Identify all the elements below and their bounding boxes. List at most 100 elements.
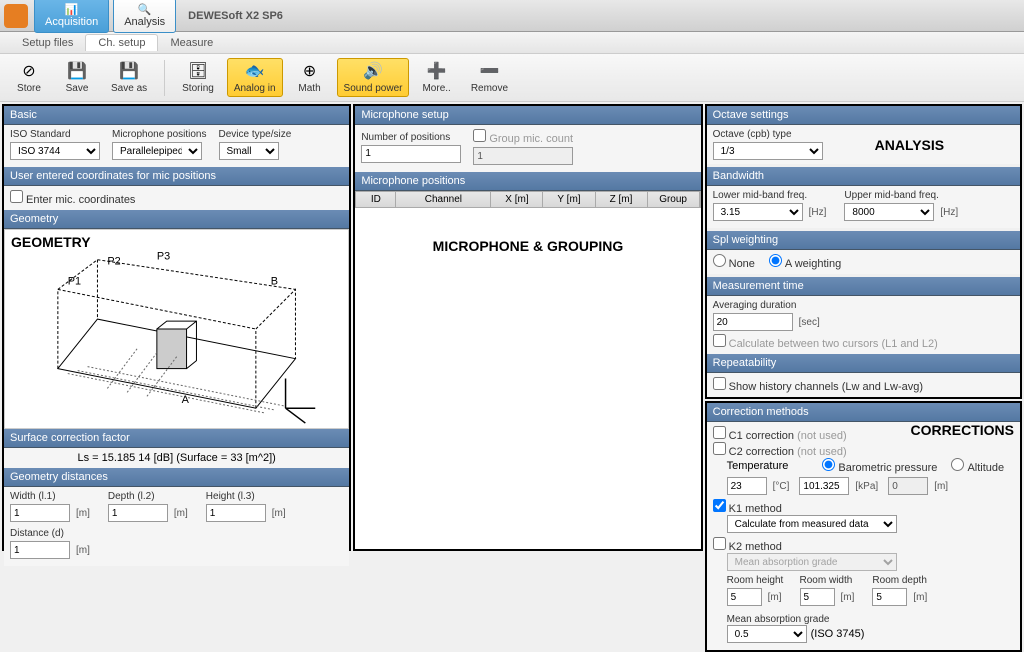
distances-header: Geometry distances xyxy=(4,468,349,487)
avg-input[interactable] xyxy=(713,313,793,331)
analysis-panel: Octave settings Octave (cpb) type1/3 ANA… xyxy=(705,104,1022,399)
geometry-diagram: GEOMETRY P1 P2 P3 xyxy=(4,229,349,429)
k2-select: Mean absorption grade xyxy=(727,553,897,571)
svg-text:A: A xyxy=(182,394,190,406)
store-icon: ⊘ xyxy=(17,61,41,81)
corrections-panel: Correction methods CORRECTIONS C1 correc… xyxy=(705,401,1022,652)
analysis-icon: 🔍 xyxy=(138,3,152,16)
upper-select[interactable]: 8000 xyxy=(844,203,934,221)
remove-icon: ➖ xyxy=(477,61,501,81)
room-height-input[interactable] xyxy=(727,588,762,606)
geometry-svg: P1 P2 P3 B A xyxy=(5,230,348,428)
octave-select[interactable]: 1/3 xyxy=(713,142,823,160)
spl-a-radio[interactable] xyxy=(769,254,782,267)
acquisition-tab[interactable]: 📊 Acquisition xyxy=(34,0,109,33)
baro-input[interactable] xyxy=(799,477,849,495)
more-icon: ➕ xyxy=(425,61,449,81)
svg-text:P2: P2 xyxy=(107,256,120,268)
surface-formula: Ls = 15.185 14 [dB] (Surface = 33 [m^2]) xyxy=(77,452,275,464)
svg-text:P3: P3 xyxy=(157,251,170,263)
geometry-overlay: GEOMETRY xyxy=(11,234,91,250)
corrections-header: Correction methods xyxy=(707,403,1020,422)
showhistory-checkbox[interactable] xyxy=(713,377,726,390)
depth-input[interactable] xyxy=(108,504,168,522)
device-label: Device type/size xyxy=(219,129,292,140)
iso-label: ISO Standard xyxy=(10,129,100,140)
svg-text:P1: P1 xyxy=(68,275,81,287)
acquisition-label: Acquisition xyxy=(45,16,98,28)
corrections-overlay: CORRECTIONS xyxy=(911,422,1014,438)
toolbar: ⊘Store 💾Save 💾Save as 🗄Storing 🐟Analog i… xyxy=(0,54,1024,102)
left-panel: Basic ISO Standard ISO 3744 Microphone p… xyxy=(2,104,351,551)
alt-radio[interactable] xyxy=(951,458,964,471)
k1-checkbox[interactable] xyxy=(713,499,726,512)
math-button[interactable]: ⊕Math xyxy=(289,58,331,97)
k1-select[interactable]: Calculate from measured data xyxy=(727,515,897,533)
spl-none-radio[interactable] xyxy=(713,254,726,267)
storing-button[interactable]: 🗄Storing xyxy=(175,58,221,97)
lower-select[interactable]: 3.15 xyxy=(713,203,803,221)
spl-header: Spl weighting xyxy=(707,231,1020,250)
room-width-input[interactable] xyxy=(800,588,835,606)
meastime-header: Measurement time xyxy=(707,277,1020,296)
distance-input[interactable] xyxy=(10,541,70,559)
micpos-select[interactable]: Parallelepiped xyxy=(112,142,202,160)
analysis-overlay: ANALYSIS xyxy=(875,137,945,153)
groupmic-input xyxy=(473,147,573,165)
repeat-header: Repeatability xyxy=(707,354,1020,373)
more-button[interactable]: ➕More.. xyxy=(415,58,457,97)
app-logo xyxy=(4,4,28,28)
store-button[interactable]: ⊘Store xyxy=(8,58,50,97)
coords-checkbox-label[interactable]: Enter mic. coordinates xyxy=(10,195,135,206)
room-depth-input[interactable] xyxy=(872,588,907,606)
menu-setupfiles[interactable]: Setup files xyxy=(10,35,85,51)
meanabs-select[interactable]: 0.5 xyxy=(727,625,807,643)
micsetup-header: Microphone setup xyxy=(355,106,700,125)
c1-checkbox[interactable] xyxy=(713,426,726,439)
basic-header: Basic xyxy=(4,106,349,125)
iso-select[interactable]: ISO 3744 xyxy=(10,142,100,160)
menu-chsetup[interactable]: Ch. setup xyxy=(85,34,158,51)
c2-checkbox[interactable] xyxy=(713,442,726,455)
soundpower-button[interactable]: 🔊Sound power xyxy=(337,58,410,97)
numpos-input[interactable] xyxy=(361,145,461,163)
width-input[interactable] xyxy=(10,504,70,522)
svg-text:B: B xyxy=(271,275,278,287)
bandwidth-header: Bandwidth xyxy=(707,167,1020,186)
mic-group-overlay: MICROPHONE & GROUPING xyxy=(433,238,624,254)
height-input[interactable] xyxy=(206,504,266,522)
alt-input xyxy=(888,477,928,495)
storing-icon: 🗄 xyxy=(186,61,210,81)
baro-radio[interactable] xyxy=(822,458,835,471)
coords-checkbox[interactable] xyxy=(10,190,23,203)
surface-header: Surface correction factor xyxy=(4,429,349,448)
device-select[interactable]: Small xyxy=(219,142,279,160)
analysis-label: Analysis xyxy=(124,16,165,28)
analogin-button[interactable]: 🐟Analog in xyxy=(227,58,283,97)
geometry-header: Geometry xyxy=(4,210,349,229)
menu-bar: Setup files Ch. setup Measure xyxy=(0,32,1024,54)
groupmic-checkbox[interactable] xyxy=(473,129,486,142)
micpositions-table-header: ID Channel X [m] Y [m] Z [m] Group xyxy=(355,191,700,208)
save-icon: 💾 xyxy=(65,61,89,81)
temp-input[interactable] xyxy=(727,477,767,495)
mid-panel: Microphone setup Number of positions Gro… xyxy=(353,104,702,551)
k2-checkbox[interactable] xyxy=(713,537,726,550)
remove-button[interactable]: ➖Remove xyxy=(464,58,515,97)
octave-header: Octave settings xyxy=(707,106,1020,125)
calc-checkbox[interactable] xyxy=(713,334,726,347)
title-bar: 📊 Acquisition 🔍 Analysis DEWESoft X2 SP6 xyxy=(0,0,1024,32)
saveas-button[interactable]: 💾Save as xyxy=(104,58,154,97)
coords-header: User entered coordinates for mic positio… xyxy=(4,167,349,186)
math-icon: ⊕ xyxy=(298,61,322,81)
analogin-icon: 🐟 xyxy=(243,61,267,81)
analysis-tab[interactable]: 🔍 Analysis xyxy=(113,0,176,33)
app-title: DEWESoft X2 SP6 xyxy=(188,10,283,22)
saveas-icon: 💾 xyxy=(117,61,141,81)
micpositions-header: Microphone positions xyxy=(355,172,700,191)
micpos-label: Microphone positions xyxy=(112,129,207,140)
soundpower-icon: 🔊 xyxy=(361,61,385,81)
acquisition-icon: 📊 xyxy=(65,3,79,16)
save-button[interactable]: 💾Save xyxy=(56,58,98,97)
menu-measure[interactable]: Measure xyxy=(158,35,225,51)
